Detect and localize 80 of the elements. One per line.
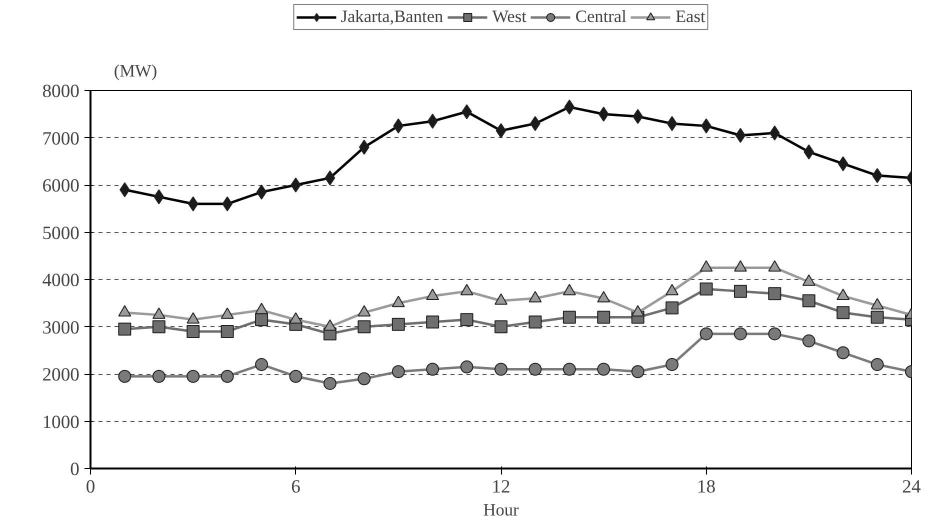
y-tick-label: 7000 bbox=[42, 128, 80, 150]
point bbox=[358, 305, 371, 317]
point bbox=[528, 316, 542, 329]
point bbox=[426, 362, 440, 376]
point bbox=[598, 106, 609, 122]
legend-label: Central bbox=[575, 7, 626, 27]
point bbox=[460, 313, 474, 326]
point bbox=[734, 327, 747, 340]
point bbox=[393, 118, 404, 134]
y-tick-label: 0 bbox=[70, 459, 80, 480]
point bbox=[427, 114, 438, 129]
point bbox=[562, 362, 576, 376]
x-tick-label: 6 bbox=[291, 476, 300, 498]
y-tick-label: 3000 bbox=[42, 317, 80, 338]
y-axis-title: (MW) bbox=[114, 62, 158, 80]
y-tick-label: 6000 bbox=[42, 176, 80, 196]
point bbox=[220, 324, 234, 338]
point bbox=[186, 324, 200, 338]
point bbox=[870, 310, 884, 324]
x-tick-label: 24 bbox=[902, 476, 922, 498]
point bbox=[802, 294, 816, 308]
y-tick-label: 4000 bbox=[42, 270, 80, 291]
point bbox=[494, 320, 508, 334]
point bbox=[118, 322, 132, 336]
point bbox=[118, 370, 132, 383]
point bbox=[735, 128, 746, 143]
point bbox=[152, 320, 166, 334]
point bbox=[666, 358, 679, 372]
point bbox=[836, 306, 850, 320]
point bbox=[494, 362, 508, 376]
point bbox=[666, 116, 678, 132]
point bbox=[597, 310, 610, 324]
point bbox=[802, 334, 816, 348]
point bbox=[255, 313, 268, 326]
point bbox=[804, 144, 814, 160]
point bbox=[220, 370, 234, 383]
x-tick-label: 18 bbox=[696, 476, 716, 498]
point bbox=[188, 196, 198, 212]
point bbox=[836, 346, 850, 360]
point bbox=[358, 320, 371, 334]
point bbox=[154, 189, 164, 204]
point bbox=[666, 301, 679, 314]
legend-label: Jakarta,Banten bbox=[340, 7, 444, 27]
x-tick-label: 0 bbox=[86, 476, 96, 498]
y-tick-label: 1000 bbox=[42, 412, 80, 433]
point bbox=[597, 362, 610, 376]
point bbox=[290, 178, 301, 192]
point bbox=[496, 123, 506, 138]
point bbox=[838, 156, 848, 172]
point bbox=[323, 376, 336, 390]
point bbox=[186, 370, 200, 383]
x-axis-title: Hour bbox=[483, 500, 520, 520]
point bbox=[324, 170, 336, 186]
point bbox=[426, 316, 440, 329]
point bbox=[256, 184, 267, 200]
point bbox=[289, 370, 302, 383]
point bbox=[255, 358, 268, 372]
point bbox=[631, 305, 644, 317]
point bbox=[631, 365, 644, 378]
point bbox=[700, 327, 713, 340]
point bbox=[528, 362, 542, 376]
point bbox=[562, 310, 576, 324]
point bbox=[392, 365, 405, 378]
legend-label: West bbox=[492, 7, 526, 27]
point bbox=[460, 360, 474, 374]
point bbox=[392, 318, 405, 331]
y-tick-label: 5000 bbox=[42, 222, 80, 244]
point bbox=[118, 305, 132, 317]
x-tick-label: 12 bbox=[492, 476, 510, 498]
point bbox=[564, 100, 575, 115]
legend-label: East bbox=[675, 7, 706, 27]
y-tick-label: 2000 bbox=[42, 364, 80, 386]
y-tick-label: 8000 bbox=[42, 81, 80, 102]
point bbox=[734, 284, 747, 298]
point bbox=[768, 287, 782, 300]
point bbox=[870, 358, 884, 372]
point bbox=[358, 372, 371, 386]
point bbox=[768, 327, 782, 340]
point bbox=[700, 282, 713, 296]
point bbox=[152, 370, 166, 383]
